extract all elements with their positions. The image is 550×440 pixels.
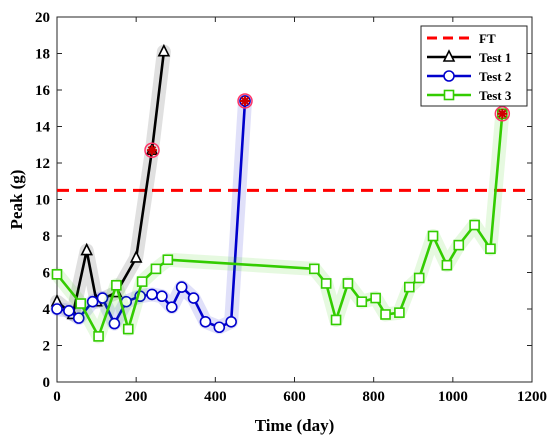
fault-star [494,105,511,122]
y-tick-label: 6 [43,266,51,282]
data-point [51,303,63,315]
data-point [413,272,425,284]
legend-entry: Test 3 [427,88,512,103]
series-3 [50,106,510,344]
data-point [308,263,320,275]
data-point [80,242,93,256]
x-tick-label: 800 [362,389,385,405]
x-tick-label: 600 [283,389,306,405]
legend-box [420,25,528,107]
legend-marker [443,70,455,82]
data-point [370,292,381,304]
y-tick-label: 18 [35,47,50,63]
fault-star-ray [497,109,507,119]
fault-ring [144,142,160,158]
y-tick-label: 0 [43,375,51,391]
data-point [86,295,99,308]
data-point [122,323,134,335]
data-point [63,305,75,317]
data-point [427,230,439,242]
data-point [51,269,63,280]
x-tick-label: 0 [53,389,61,405]
data-point [320,278,332,289]
data-point [75,298,87,309]
data-point [129,250,143,263]
data-point [356,296,368,308]
fault-ring [237,93,253,109]
data-point [394,307,405,318]
x-tick-label: 200 [125,389,148,405]
data-point [150,263,162,275]
y-tick-label: 20 [35,10,50,26]
data-point [453,239,465,251]
x-tick-label: 1000 [438,389,468,405]
y-tick-label: 4 [43,302,51,318]
data-point [199,315,212,328]
legend: FT Test 1 Test 2 Test 3 [420,25,528,107]
legend-label: FT [479,31,496,46]
data-point [96,292,109,304]
data-point [111,279,122,291]
data-point [441,259,453,271]
legend-entry: Test 1 [427,49,511,65]
data-point [187,292,200,304]
y-tick-label: 8 [43,229,51,245]
data-point [485,243,496,255]
data-point [342,278,354,289]
legend-marker [443,89,455,101]
data-point [93,331,104,342]
series-layer [50,43,510,344]
legend-label: Test 3 [479,88,512,103]
fault-star [237,93,253,109]
data-point [380,309,391,320]
data-point [146,288,158,301]
data-point [213,321,226,334]
data-point [165,301,178,313]
legend-label: Test 2 [479,69,511,84]
y-tick-label: 2 [43,339,51,355]
y-tick-label: 14 [35,120,51,136]
y-tick-label: 12 [35,156,50,172]
fault-star-ray [240,96,250,106]
fault-ring [494,105,511,122]
fault-star-ray [147,145,157,155]
data-point [156,290,168,303]
x-axis-ticks: 0 200 400 600 800 1000 1200 [53,17,547,405]
y-axis-ticks: 0 2 4 6 8 10 12 14 16 18 20 [35,10,532,391]
data-point [136,276,148,287]
legend-entry: Test 2 [427,69,511,84]
legend-marker [442,49,456,62]
data-point [225,315,237,328]
legend-entry: FT [427,31,496,46]
data-point [403,281,415,293]
data-point [469,219,480,231]
y-axis-label: Peak (g) [7,170,26,230]
x-axis-label: Time (day) [255,416,335,435]
legend-label: Test 1 [479,50,511,65]
data-point [175,281,188,293]
y-tick-label: 16 [35,83,51,99]
fault-star [144,142,160,158]
data-point [330,314,342,326]
data-point [108,317,121,330]
data-point [157,43,171,57]
y-tick-label: 10 [35,193,50,209]
x-tick-label: 400 [204,389,227,405]
data-point [72,312,85,324]
fault-markers [144,93,511,158]
data-point [162,254,174,266]
x-tick-label: 1200 [517,389,547,405]
